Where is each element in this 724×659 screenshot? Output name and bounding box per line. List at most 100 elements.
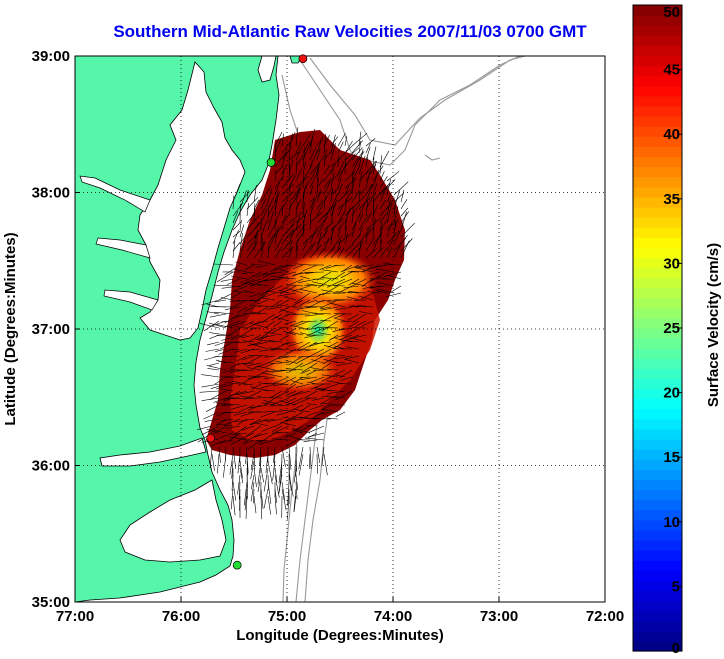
velocity-vector	[337, 161, 345, 175]
velocity-vector	[316, 348, 332, 357]
velocity-vector	[214, 376, 227, 385]
velocity-vector	[267, 198, 278, 217]
velocity-vector	[344, 233, 348, 245]
colorbar-step	[633, 156, 682, 168]
velocity-vector	[289, 376, 304, 386]
velocity-vector	[281, 191, 295, 203]
velocity-vector	[236, 299, 255, 302]
velocity-vector	[347, 292, 360, 294]
velocity-vector	[351, 245, 362, 259]
velocity-vector	[386, 238, 394, 252]
velocity-vector	[309, 214, 311, 231]
colorbar-step	[633, 358, 682, 369]
velocity-vector	[235, 326, 248, 329]
colorbar-step	[633, 166, 682, 178]
velocity-vector	[254, 432, 269, 438]
velocity-vector	[358, 212, 364, 224]
grid-lines	[75, 56, 605, 602]
velocity-vector	[361, 278, 374, 287]
velocity-vector	[243, 383, 255, 386]
velocity-vector	[263, 400, 283, 406]
velocity-vector	[291, 380, 304, 385]
colorbar-step	[633, 5, 682, 16]
velocity-vector	[304, 334, 318, 339]
velocity-vector	[368, 285, 388, 288]
y-tick-label: 39:00	[32, 48, 70, 65]
velocity-vector	[244, 264, 255, 271]
colorbar-tick-label: 40	[663, 126, 680, 143]
velocity-vector	[297, 348, 311, 351]
velocity-vector	[254, 320, 269, 325]
velocity-vector	[295, 168, 302, 182]
velocity-vector	[288, 132, 296, 147]
y-tick-label: 37:00	[32, 321, 70, 338]
velocity-vector	[306, 369, 318, 376]
velocity-vector	[240, 334, 255, 339]
velocity-vector	[337, 132, 346, 147]
velocity-vector	[272, 460, 276, 481]
colorbar-step	[633, 25, 682, 36]
velocity-vector	[278, 306, 290, 313]
velocity-vector	[321, 446, 325, 467]
velocity-vector	[393, 220, 396, 238]
velocity-vector	[288, 474, 294, 497]
velocity-vector	[254, 292, 269, 303]
velocity-vector	[232, 183, 241, 203]
velocity-vector	[229, 362, 241, 369]
velocity-vector	[316, 199, 324, 210]
velocity-vector	[310, 383, 325, 390]
velocity-vector	[218, 292, 234, 301]
velocity-vector	[372, 218, 376, 231]
velocity-vector	[322, 285, 339, 295]
velocity-vector	[304, 411, 318, 418]
velocity-vector	[244, 320, 262, 330]
velocity-vector	[294, 320, 311, 327]
velocity-vector	[312, 418, 332, 420]
velocity-vector	[279, 409, 297, 413]
velocity-vector	[365, 211, 373, 224]
colorbar-step	[633, 630, 682, 642]
velocity-vector	[266, 290, 283, 294]
velocity-vector	[333, 264, 346, 266]
velocity-vector	[246, 222, 262, 238]
velocity-vector	[239, 232, 243, 252]
velocity-vector	[376, 282, 395, 287]
velocity-vector	[246, 241, 259, 259]
velocity-vector	[365, 163, 376, 182]
velocity-vector	[365, 248, 377, 259]
velocity-vector	[348, 320, 360, 328]
colorbar-step	[633, 176, 682, 188]
velocity-vector	[274, 474, 280, 498]
velocity-vector	[269, 390, 283, 399]
colorbar-step	[633, 489, 682, 501]
velocity-vector	[379, 171, 385, 182]
velocity-vector	[321, 289, 339, 294]
velocity-vector	[257, 334, 276, 340]
velocity-vector	[232, 202, 244, 217]
colorbar-step	[633, 297, 682, 309]
velocity-vector	[286, 390, 297, 396]
x-tick-label: 72:00	[586, 608, 624, 625]
velocity-vector	[372, 203, 374, 224]
velocity-vector	[365, 156, 369, 168]
velocity-vector	[230, 299, 248, 309]
velocity-vector	[309, 244, 322, 259]
velocity-vector	[337, 383, 353, 385]
velocity-vector	[285, 439, 297, 448]
velocity-vector	[250, 418, 269, 425]
velocity-vector	[247, 367, 262, 371]
velocity-vector	[304, 313, 325, 317]
velocity-vector	[230, 439, 241, 445]
velocity-vector	[217, 453, 220, 474]
velocity-vector	[232, 221, 241, 231]
velocity-vector	[235, 369, 255, 372]
velocity-vector	[302, 209, 308, 224]
velocity-vector	[361, 264, 381, 273]
colorbar-step	[633, 227, 682, 238]
velocity-vector	[278, 460, 283, 484]
velocity-vector	[293, 495, 297, 513]
velocity-vector	[220, 388, 234, 392]
velocity-vector	[281, 446, 286, 467]
velocity-vector	[400, 207, 409, 217]
velocity-vector	[275, 361, 290, 364]
